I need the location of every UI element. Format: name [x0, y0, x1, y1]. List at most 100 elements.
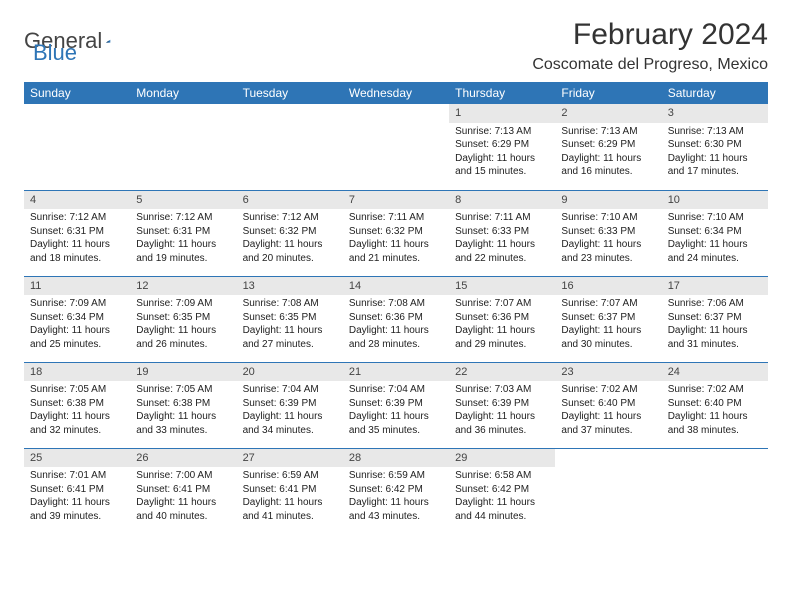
day-details: Sunrise: 7:08 AMSunset: 6:36 PMDaylight:…	[343, 295, 449, 355]
sunrise-line: Sunrise: 7:10 AM	[668, 211, 762, 225]
brand-triangle-icon	[106, 32, 110, 50]
day-details: Sunrise: 7:09 AMSunset: 6:35 PMDaylight:…	[130, 295, 236, 355]
day-details: Sunrise: 7:05 AMSunset: 6:38 PMDaylight:…	[130, 381, 236, 441]
day-details: Sunrise: 7:12 AMSunset: 6:31 PMDaylight:…	[130, 209, 236, 269]
calendar-week-row: 25Sunrise: 7:01 AMSunset: 6:41 PMDayligh…	[24, 448, 768, 534]
day-number: 5	[130, 191, 236, 210]
sunrise-line: Sunrise: 6:59 AM	[243, 469, 337, 483]
day-details: Sunrise: 7:07 AMSunset: 6:37 PMDaylight:…	[555, 295, 661, 355]
sunset-line: Sunset: 6:33 PM	[455, 225, 549, 239]
calendar-day-cell	[555, 448, 661, 534]
calendar-day-cell: 19Sunrise: 7:05 AMSunset: 6:38 PMDayligh…	[130, 362, 236, 448]
daylight-line: Daylight: 11 hours and 16 minutes.	[561, 152, 655, 179]
sunset-line: Sunset: 6:32 PM	[243, 225, 337, 239]
calendar-day-cell: 22Sunrise: 7:03 AMSunset: 6:39 PMDayligh…	[449, 362, 555, 448]
calendar-day-cell: 16Sunrise: 7:07 AMSunset: 6:37 PMDayligh…	[555, 276, 661, 362]
daylight-line: Daylight: 11 hours and 19 minutes.	[136, 238, 230, 265]
calendar-table: Sunday Monday Tuesday Wednesday Thursday…	[24, 82, 768, 534]
sunset-line: Sunset: 6:40 PM	[668, 397, 762, 411]
day-number: 8	[449, 191, 555, 210]
daylight-line: Daylight: 11 hours and 40 minutes.	[136, 496, 230, 523]
calendar-day-cell	[24, 104, 130, 190]
calendar-body: 1Sunrise: 7:13 AMSunset: 6:29 PMDaylight…	[24, 104, 768, 534]
daylight-line: Daylight: 11 hours and 18 minutes.	[30, 238, 124, 265]
day-details: Sunrise: 7:03 AMSunset: 6:39 PMDaylight:…	[449, 381, 555, 441]
sunrise-line: Sunrise: 7:12 AM	[243, 211, 337, 225]
sunrise-line: Sunrise: 7:13 AM	[668, 125, 762, 139]
calendar-day-cell	[662, 448, 768, 534]
day-number: 22	[449, 363, 555, 382]
day-number: 3	[662, 104, 768, 123]
col-monday: Monday	[130, 82, 236, 104]
sunset-line: Sunset: 6:33 PM	[561, 225, 655, 239]
day-number: 28	[343, 449, 449, 468]
calendar-day-cell: 26Sunrise: 7:00 AMSunset: 6:41 PMDayligh…	[130, 448, 236, 534]
sunrise-line: Sunrise: 6:59 AM	[349, 469, 443, 483]
daylight-line: Daylight: 11 hours and 34 minutes.	[243, 410, 337, 437]
sunrise-line: Sunrise: 6:58 AM	[455, 469, 549, 483]
calendar-day-cell: 10Sunrise: 7:10 AMSunset: 6:34 PMDayligh…	[662, 190, 768, 276]
day-details: Sunrise: 7:12 AMSunset: 6:32 PMDaylight:…	[237, 209, 343, 269]
daylight-line: Daylight: 11 hours and 29 minutes.	[455, 324, 549, 351]
daylight-line: Daylight: 11 hours and 37 minutes.	[561, 410, 655, 437]
calendar-week-row: 18Sunrise: 7:05 AMSunset: 6:38 PMDayligh…	[24, 362, 768, 448]
daylight-line: Daylight: 11 hours and 25 minutes.	[30, 324, 124, 351]
sunset-line: Sunset: 6:34 PM	[668, 225, 762, 239]
sunrise-line: Sunrise: 7:05 AM	[30, 383, 124, 397]
calendar-day-cell: 28Sunrise: 6:59 AMSunset: 6:42 PMDayligh…	[343, 448, 449, 534]
sunset-line: Sunset: 6:41 PM	[136, 483, 230, 497]
day-number: 14	[343, 277, 449, 296]
day-number: 18	[24, 363, 130, 382]
day-details: Sunrise: 7:09 AMSunset: 6:34 PMDaylight:…	[24, 295, 130, 355]
daylight-line: Daylight: 11 hours and 32 minutes.	[30, 410, 124, 437]
day-number: 7	[343, 191, 449, 210]
sunset-line: Sunset: 6:31 PM	[30, 225, 124, 239]
sunrise-line: Sunrise: 7:05 AM	[136, 383, 230, 397]
calendar-day-cell: 29Sunrise: 6:58 AMSunset: 6:42 PMDayligh…	[449, 448, 555, 534]
calendar-day-cell: 4Sunrise: 7:12 AMSunset: 6:31 PMDaylight…	[24, 190, 130, 276]
day-number: 12	[130, 277, 236, 296]
day-details: Sunrise: 7:08 AMSunset: 6:35 PMDaylight:…	[237, 295, 343, 355]
day-details: Sunrise: 7:05 AMSunset: 6:38 PMDaylight:…	[24, 381, 130, 441]
day-details: Sunrise: 7:07 AMSunset: 6:36 PMDaylight:…	[449, 295, 555, 355]
day-details: Sunrise: 7:00 AMSunset: 6:41 PMDaylight:…	[130, 467, 236, 527]
calendar-day-cell: 7Sunrise: 7:11 AMSunset: 6:32 PMDaylight…	[343, 190, 449, 276]
sunrise-line: Sunrise: 7:08 AM	[349, 297, 443, 311]
day-details: Sunrise: 7:04 AMSunset: 6:39 PMDaylight:…	[343, 381, 449, 441]
day-number: 11	[24, 277, 130, 296]
daylight-line: Daylight: 11 hours and 39 minutes.	[30, 496, 124, 523]
sunrise-line: Sunrise: 7:11 AM	[349, 211, 443, 225]
sunrise-line: Sunrise: 7:04 AM	[243, 383, 337, 397]
calendar-day-cell: 9Sunrise: 7:10 AMSunset: 6:33 PMDaylight…	[555, 190, 661, 276]
day-details: Sunrise: 7:06 AMSunset: 6:37 PMDaylight:…	[662, 295, 768, 355]
day-details: Sunrise: 7:10 AMSunset: 6:34 PMDaylight:…	[662, 209, 768, 269]
day-details: Sunrise: 7:02 AMSunset: 6:40 PMDaylight:…	[555, 381, 661, 441]
daylight-line: Daylight: 11 hours and 44 minutes.	[455, 496, 549, 523]
day-number: 6	[237, 191, 343, 210]
day-number: 4	[24, 191, 130, 210]
daylight-line: Daylight: 11 hours and 28 minutes.	[349, 324, 443, 351]
day-number: 15	[449, 277, 555, 296]
sunset-line: Sunset: 6:35 PM	[136, 311, 230, 325]
calendar-day-cell: 1Sunrise: 7:13 AMSunset: 6:29 PMDaylight…	[449, 104, 555, 190]
sunset-line: Sunset: 6:31 PM	[136, 225, 230, 239]
daylight-line: Daylight: 11 hours and 41 minutes.	[243, 496, 337, 523]
day-details: Sunrise: 7:13 AMSunset: 6:29 PMDaylight:…	[449, 123, 555, 183]
calendar-day-cell: 25Sunrise: 7:01 AMSunset: 6:41 PMDayligh…	[24, 448, 130, 534]
daylight-line: Daylight: 11 hours and 38 minutes.	[668, 410, 762, 437]
daylight-line: Daylight: 11 hours and 33 minutes.	[136, 410, 230, 437]
sunrise-line: Sunrise: 7:02 AM	[668, 383, 762, 397]
sunset-line: Sunset: 6:37 PM	[561, 311, 655, 325]
daylight-line: Daylight: 11 hours and 24 minutes.	[668, 238, 762, 265]
sunset-line: Sunset: 6:38 PM	[30, 397, 124, 411]
calendar-day-cell: 24Sunrise: 7:02 AMSunset: 6:40 PMDayligh…	[662, 362, 768, 448]
sunset-line: Sunset: 6:39 PM	[243, 397, 337, 411]
calendar-day-cell: 11Sunrise: 7:09 AMSunset: 6:34 PMDayligh…	[24, 276, 130, 362]
calendar-day-cell: 3Sunrise: 7:13 AMSunset: 6:30 PMDaylight…	[662, 104, 768, 190]
day-details: Sunrise: 6:58 AMSunset: 6:42 PMDaylight:…	[449, 467, 555, 527]
day-number: 21	[343, 363, 449, 382]
sunset-line: Sunset: 6:36 PM	[349, 311, 443, 325]
sunset-line: Sunset: 6:32 PM	[349, 225, 443, 239]
day-number: 20	[237, 363, 343, 382]
sunrise-line: Sunrise: 7:07 AM	[561, 297, 655, 311]
